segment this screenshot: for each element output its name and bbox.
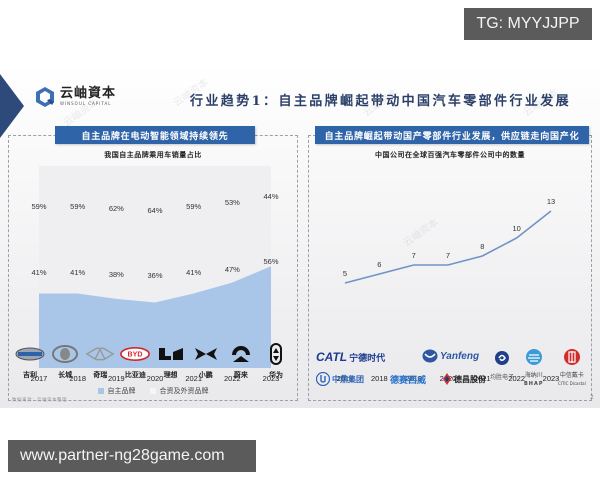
right-panel-banner: 自主品牌崛起带动国产零部件行业发展，供应链走向国产化: [315, 126, 589, 144]
line-chart-title: 中国公司在全球百强汽车零部件公司中的数量: [375, 150, 525, 159]
svg-text:59%: 59%: [186, 202, 201, 211]
svg-text:2023: 2023: [543, 374, 560, 383]
left-panel: 自主品牌在电动智能领域持续领先 我国自主品牌乘用车销量占比 59% 59% 62% 6…: [8, 126, 298, 401]
logo-text-cn: 云岫資本: [60, 86, 117, 101]
svg-text:41%: 41%: [70, 268, 85, 277]
svg-text:41%: 41%: [31, 268, 46, 277]
area-chart-legend: 自主品牌 合资及外资品牌: [9, 386, 297, 396]
svg-text:36%: 36%: [147, 271, 162, 280]
svg-text:64%: 64%: [147, 206, 162, 215]
svg-text:59%: 59%: [31, 202, 46, 211]
svg-text:59%: 59%: [70, 202, 85, 211]
zhongding-logo-icon: [316, 372, 330, 386]
brand-huawei: 华为: [260, 343, 292, 392]
left-panel-banner: 自主品牌在电动智能领域持续领先: [55, 126, 255, 144]
svg-text:47%: 47%: [225, 265, 240, 274]
joyson-logo-icon: [495, 351, 509, 365]
foreign-brand-labels: 59% 59% 62% 64% 59% 53% 44%: [31, 192, 278, 215]
supplier-desay-sv: 德赛西威: [390, 376, 427, 386]
svg-text:BYD: BYD: [128, 352, 143, 359]
supplier-count-line: [344, 210, 552, 284]
hasco-logo-icon: [525, 349, 542, 365]
data-source-note: 数据来源：云岫资本整理: [12, 398, 67, 403]
legend-label: 合资及外资品牌: [159, 387, 209, 395]
corner-triangle-decoration: [0, 74, 24, 138]
supplier-logos: CATL 宁德时代 Yanfeng 中鼎集团 德赛西威 德昌股份 均胜电子 海纳…: [314, 342, 590, 398]
huawei-aito-logo-icon: [269, 343, 282, 365]
svg-text:2023: 2023: [263, 374, 280, 383]
svg-text:2020: 2020: [147, 374, 164, 383]
legend-label: 自主品牌: [107, 387, 136, 395]
svg-text:2019: 2019: [405, 374, 422, 383]
brand-logos: 吉利 长城 奇瑞 BYD 比亚迪 理想 小鹏 蔚来 华为: [8, 343, 298, 392]
brand-xpeng: 小鹏: [190, 344, 222, 392]
svg-text:2019: 2019: [108, 374, 125, 383]
svg-text:38%: 38%: [109, 270, 124, 279]
logo-text-en: WINSOUL CAPITAL: [60, 101, 112, 106]
svg-text:44%: 44%: [263, 192, 278, 201]
area-chart: 59% 59% 62% 64% 59% 53% 44% 41% 41% 38% 36% 41% 47%…: [31, 166, 280, 383]
svg-text:10: 10: [512, 224, 520, 233]
brand-chery: 奇瑞: [84, 344, 116, 392]
page-number: 2: [590, 394, 594, 401]
url-badge: www.partner-ng28game.com: [8, 440, 256, 472]
supplier-dechang: 德昌股份: [442, 372, 486, 386]
brand-byd: BYD 比亚迪: [119, 344, 151, 392]
svg-text:13: 13: [547, 197, 555, 206]
legend-item-foreign-brand: 合资及外资品牌: [149, 386, 209, 396]
xpeng-logo-icon: [194, 348, 217, 360]
li-auto-logo-icon: [158, 348, 183, 360]
brand-nio: 蔚来: [225, 344, 257, 392]
company-logo: 云岫資本 WINSOUL CAPITAL: [34, 86, 116, 108]
tg-badge: TG: MYYJJPP: [464, 8, 592, 40]
citic-logo-icon: [563, 349, 580, 365]
svg-text:2021: 2021: [474, 374, 491, 383]
svg-text:7: 7: [412, 251, 416, 260]
logo-mark-icon: [36, 87, 54, 107]
svg-text:2021: 2021: [185, 374, 202, 383]
brand-geely: 吉利: [14, 344, 46, 392]
brand-great-wall: 长城: [49, 344, 81, 392]
supplier-hasco: 海纳川 BHAP: [524, 348, 544, 387]
geely-logo-icon: [15, 347, 45, 361]
svg-text:6: 6: [377, 260, 381, 269]
slide-title: 行业趋势1：自主品牌崛起带动中国汽车零部件行业发展: [190, 94, 572, 109]
legend-swatch: [97, 388, 104, 394]
legend-item-own-brand: 自主品牌: [97, 386, 136, 396]
chery-logo-icon: [85, 347, 115, 361]
nio-logo-icon: [231, 346, 250, 362]
area-chart-title: 我国自主品牌乘用车销量占比: [104, 150, 202, 159]
own-brand-area: [39, 266, 271, 368]
own-brand-labels: 41% 41% 38% 36% 41% 47% 56%: [31, 257, 278, 280]
svg-text:56%: 56%: [263, 257, 278, 266]
great-wall-logo-icon: [52, 345, 79, 363]
byd-logo-icon: BYD: [120, 347, 151, 361]
slide: 云岫资本 云岫资本 云岫资本 云岫资本 云岫资本 云岫资本 云岫資本 WINSO…: [0, 64, 600, 408]
brand-li-auto: 理想: [155, 344, 187, 392]
svg-text:2018: 2018: [69, 374, 86, 383]
supplier-joyson: 均胜电子: [490, 350, 514, 381]
svg-text:2018: 2018: [371, 374, 388, 383]
svg-text:2017: 2017: [337, 374, 354, 383]
svg-text:5: 5: [343, 269, 347, 278]
line-value-labels: 5 6 7 7 8 10 13: [343, 197, 555, 278]
supplier-citic-dicastal: 中信戴卡 CITIC Dicastal: [558, 348, 586, 386]
supplier-yanfeng: Yanfeng: [422, 349, 479, 363]
x-axis-ticks: 2017 2018 2019 2020 2021 2022 2023: [31, 374, 280, 383]
svg-text:2022: 2022: [508, 374, 525, 383]
svg-text:41%: 41%: [186, 268, 201, 277]
svg-text:7: 7: [446, 251, 450, 260]
svg-text:8: 8: [480, 242, 484, 251]
legend-swatch: [149, 388, 156, 394]
svg-text:2022: 2022: [224, 374, 241, 383]
dechang-logo-icon: [443, 373, 451, 385]
supplier-zhongding: 中鼎集团: [316, 372, 364, 386]
yanfeng-logo-icon: [422, 349, 438, 363]
supplier-catl: CATL 宁德时代: [316, 350, 386, 364]
svg-text:53%: 53%: [225, 198, 240, 207]
right-panel: 自主品牌崛起带动国产零部件行业发展，供应链走向国产化 中国公司在全球百强汽车零部…: [308, 126, 592, 401]
svg-text:62%: 62%: [109, 204, 124, 213]
svg-text:2017: 2017: [31, 374, 48, 383]
